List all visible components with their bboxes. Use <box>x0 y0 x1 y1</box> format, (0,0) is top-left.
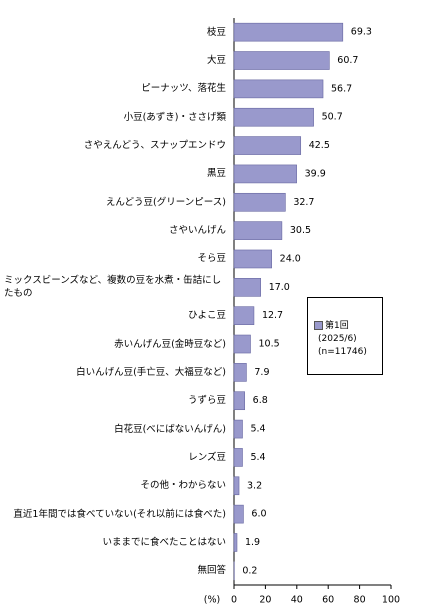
bar <box>233 533 238 552</box>
category-text: 小豆(あずき)・ささげ類 <box>123 111 226 123</box>
value-label: 5.4 <box>250 424 265 435</box>
category-text: 大豆 <box>206 55 226 67</box>
x-tick-label: 100 <box>382 595 400 606</box>
value-label: 12.7 <box>262 310 283 321</box>
category-text: ミックスビーンズなど、複数の豆を水煮・缶詰にしたもの <box>4 275 222 300</box>
value-label: 17.0 <box>269 282 290 293</box>
value-label: 32.7 <box>293 197 314 208</box>
value-label: 3.2 <box>247 480 262 491</box>
category-text: いままでに食べたことはない <box>102 536 226 548</box>
category-text: その他・わからない <box>140 480 226 492</box>
legend: 第1回 (2025/6) (n=11746) <box>307 297 383 375</box>
category-label: 小豆(あずき)・ささげ類 <box>4 103 226 131</box>
category-label: さやえんどう、スナップエンドウ <box>4 132 226 160</box>
bar <box>233 136 302 155</box>
category-text: ひよこ豆 <box>187 310 226 322</box>
category-text: レンズ豆 <box>188 451 226 463</box>
bar <box>233 278 261 297</box>
legend-label: 第1回 <box>325 321 349 331</box>
value-label: 56.7 <box>331 83 352 94</box>
bar <box>233 164 297 184</box>
bar <box>233 363 247 382</box>
category-label: 大豆 <box>4 47 226 75</box>
x-tick-label: 60 <box>322 595 334 606</box>
bar <box>233 419 243 439</box>
bar <box>233 79 324 99</box>
bar <box>233 249 272 269</box>
bar <box>233 334 251 354</box>
category-text: えんどう豆(グリーンピース) <box>105 196 226 208</box>
category-label: その他・わからない <box>4 472 226 500</box>
category-label: そら豆 <box>4 245 226 273</box>
bar <box>233 22 344 42</box>
category-label: 白花豆(べにばないんげん) <box>4 415 226 443</box>
category-label: ひよこ豆 <box>4 302 226 330</box>
category-label: うずら豆 <box>4 387 226 415</box>
category-label: さやいんげん <box>4 217 226 245</box>
category-label: ミックスビーンズなど、複数の豆を水煮・缶詰にしたもの <box>4 273 226 301</box>
bar <box>233 51 330 70</box>
category-text: そら豆 <box>197 253 226 265</box>
bar <box>233 306 255 325</box>
x-tick-label: 80 <box>354 595 366 606</box>
value-label: 24.0 <box>280 253 301 264</box>
category-text: 直近1年間では食べていない(それ以前には食べた) <box>13 508 226 520</box>
bar <box>233 192 286 212</box>
category-text: 無回答 <box>197 565 226 577</box>
x-axis-label: (%) <box>204 595 220 606</box>
bar <box>233 476 240 496</box>
category-label: 枝豆 <box>4 18 226 46</box>
legend-note: (n=11746) <box>318 347 367 357</box>
category-label: 赤いんげん豆(金時豆など) <box>4 330 226 358</box>
value-label: 30.5 <box>290 225 311 236</box>
bar <box>233 107 314 127</box>
bar <box>233 391 245 411</box>
value-label: 69.3 <box>351 27 372 38</box>
bar <box>233 504 244 524</box>
category-text: 白花豆(べにばないんげん) <box>114 423 226 435</box>
category-label: 無回答 <box>4 557 226 585</box>
value-label: 39.9 <box>305 168 326 179</box>
category-label: いままでに食べたことはない <box>4 528 226 556</box>
category-label: レンズ豆 <box>4 443 226 471</box>
category-text: 黒豆 <box>206 168 226 180</box>
category-label: えんどう豆(グリーンピース) <box>4 188 226 216</box>
category-label: ピーナッツ、落花生 <box>4 75 226 103</box>
category-text: さやいんげん <box>168 225 226 237</box>
value-label: 0.2 <box>242 565 257 576</box>
value-label: 6.8 <box>253 395 268 406</box>
x-tick-label: 0 <box>231 595 237 606</box>
category-label: 黒豆 <box>4 160 226 188</box>
x-tick-label: 20 <box>259 595 271 606</box>
legend-note: (2025/6) <box>318 334 357 344</box>
value-label: 10.5 <box>258 339 279 350</box>
category-label: 白いんげん豆(手亡豆、大福豆など) <box>4 358 226 386</box>
value-label: 50.7 <box>322 112 343 123</box>
value-label: 7.9 <box>254 367 269 378</box>
bar <box>233 448 243 467</box>
value-label: 6.0 <box>251 509 266 520</box>
category-text: 枝豆 <box>206 26 226 38</box>
value-label: 5.4 <box>250 452 265 463</box>
bar <box>233 221 283 240</box>
value-label: 1.9 <box>245 537 260 548</box>
category-label: 直近1年間では食べていない(それ以前には食べた) <box>4 500 226 528</box>
category-text: 白いんげん豆(手亡豆、大福豆など) <box>76 366 226 378</box>
category-text: 赤いんげん豆(金時豆など) <box>114 338 226 350</box>
category-text: さやえんどう、スナップエンドウ <box>83 140 226 152</box>
category-text: うずら豆 <box>187 395 226 407</box>
value-label: 60.7 <box>337 55 358 66</box>
category-text: ピーナッツ、落花生 <box>141 83 226 95</box>
legend-swatch <box>314 321 323 330</box>
value-label: 42.5 <box>309 140 330 151</box>
x-tick-label: 40 <box>291 595 303 606</box>
